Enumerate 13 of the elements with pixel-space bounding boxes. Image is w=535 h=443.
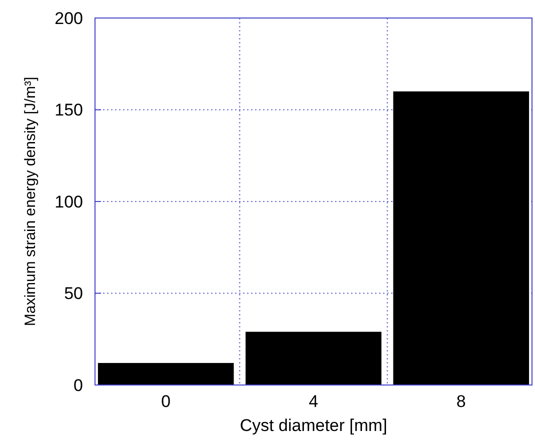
x-tick-label: 4 [308,392,318,411]
y-axis-title: Maximum strain energy density [J/m³] [22,76,39,326]
x-tick-label: 8 [456,392,466,411]
bar [246,332,382,385]
y-tick-label: 100 [54,192,83,212]
y-tick-label: 50 [64,284,83,304]
y-tick-label: 0 [74,376,83,395]
bar [98,362,234,385]
x-tick-label: 0 [161,392,171,411]
y-tick-label: 200 [54,8,83,28]
y-tick-label: 150 [54,100,83,120]
x-axis-title: Cyst diameter [mm] [240,416,388,435]
bar [393,91,530,385]
